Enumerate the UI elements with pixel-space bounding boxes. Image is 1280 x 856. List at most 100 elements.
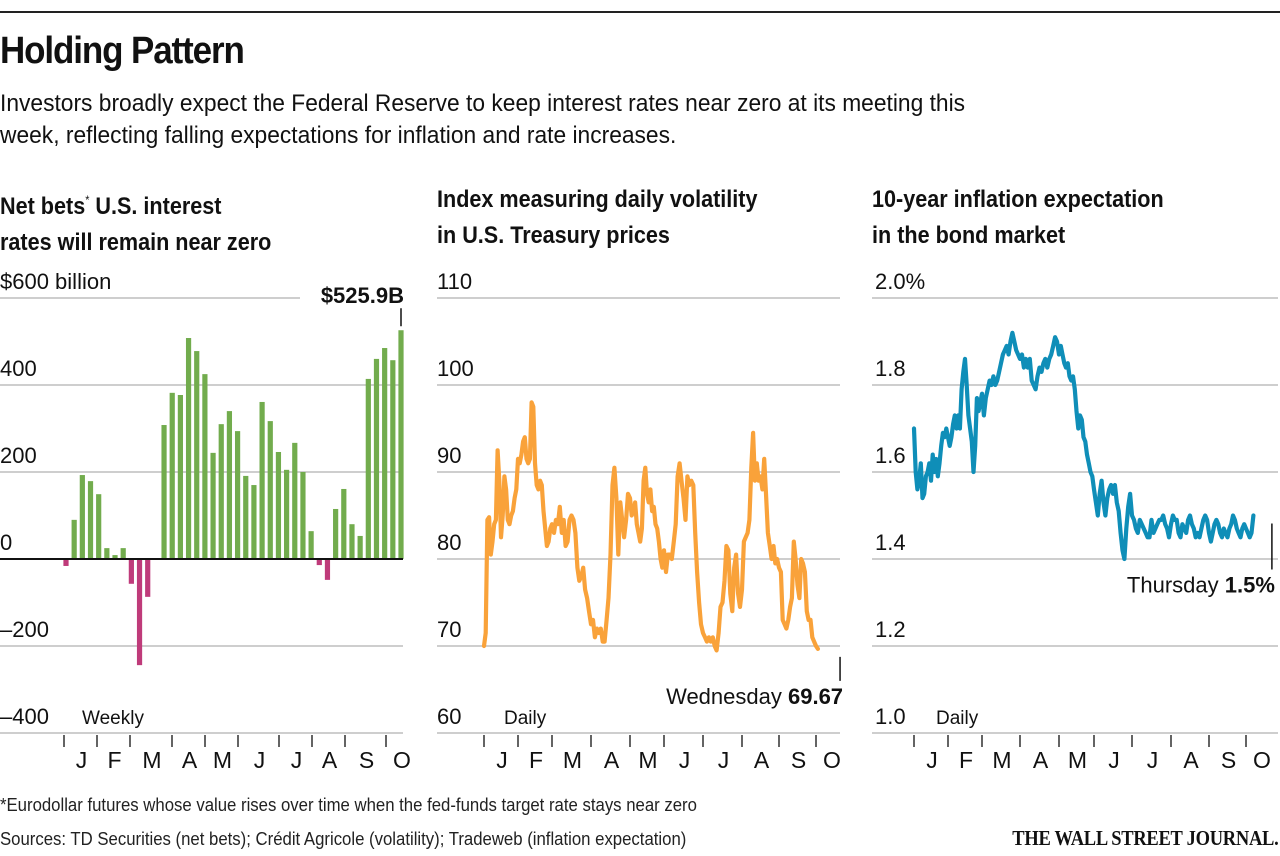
chart2-title-line1: Index measuring daily volatility — [437, 186, 758, 213]
x-tick-label: J — [718, 747, 730, 773]
sources-note: Sources: TD Securities (net bets); Crédi… — [0, 829, 687, 849]
x-tick-label: A — [1183, 747, 1199, 773]
x-tick-label: O — [823, 747, 841, 773]
y-tick-label: 0 — [0, 530, 12, 555]
y-tick-label: 90 — [437, 443, 461, 468]
x-tick-label: J — [926, 747, 938, 773]
chart3-title-line1: 10-year inflation expectation — [872, 186, 1164, 213]
positive-bar — [373, 358, 380, 559]
x-tick-label: S — [791, 747, 806, 773]
y-tick-label: 1.2 — [875, 617, 906, 642]
y-tick-label: 1.8 — [875, 356, 906, 381]
negative-bar — [63, 559, 69, 566]
positive-bar — [349, 524, 355, 559]
chart3-title: 10-year inflation expectation in the bon… — [872, 182, 1164, 254]
x-tick-label: J — [291, 747, 303, 773]
annotation-text: Thursday 1.5% — [1127, 573, 1275, 598]
annotation-value: 1.5% — [1225, 573, 1275, 598]
x-tick-label: A — [754, 747, 770, 773]
positive-bar — [79, 475, 85, 559]
x-tick-label: F — [959, 747, 973, 773]
y-tick-label: 60 — [437, 704, 461, 729]
positive-bar — [259, 401, 265, 559]
positive-bar — [218, 424, 224, 559]
x-tick-label: F — [529, 747, 543, 773]
x-tick-label: A — [1033, 747, 1049, 773]
positive-bar — [308, 531, 314, 559]
page-title: Holding Pattern — [0, 30, 245, 72]
positive-bar — [390, 360, 396, 559]
chart3-title-line2: in the bond market — [872, 222, 1066, 249]
page-subtitle: Investors broadly expect the Federal Res… — [0, 90, 966, 149]
positive-bar — [71, 519, 77, 559]
positive-bar — [267, 421, 273, 559]
annotation-label: Wednesday — [666, 684, 788, 709]
x-tick-label: F — [107, 747, 121, 773]
y-tick-label: $600 billion — [0, 269, 111, 294]
x-tick-label: M — [1068, 747, 1087, 773]
y-tick-label: 200 — [0, 443, 37, 468]
y-tick-label: –200 — [0, 617, 49, 642]
y-tick-label: –400 — [0, 704, 49, 729]
chart2-title-line2: in U.S. Treasury prices — [437, 222, 670, 249]
positive-bar — [292, 442, 298, 559]
positive-bar — [341, 488, 347, 559]
positive-bar — [251, 485, 257, 559]
annotation-value: $525.9B — [321, 283, 404, 308]
positive-bar — [194, 351, 200, 559]
x-tick-label: J — [76, 747, 88, 773]
negative-bar — [324, 559, 331, 580]
series-line — [911, 330, 1256, 562]
chart1-title-part2: U.S. interest — [89, 193, 222, 220]
x-tick-label: A — [604, 747, 620, 773]
y-tick-label: 80 — [437, 530, 461, 555]
negative-bar — [136, 559, 143, 666]
positive-bar — [112, 555, 118, 559]
chart1-title-part1: Net bets — [0, 193, 86, 220]
negative-bar — [128, 559, 134, 584]
positive-bar — [275, 451, 282, 559]
x-tick-label: J — [1108, 747, 1120, 773]
y-tick-label: 100 — [437, 356, 474, 381]
positive-bar — [243, 475, 249, 559]
x-tick-label: M — [638, 747, 657, 773]
x-tick-label: M — [142, 747, 161, 773]
positive-bar — [226, 411, 233, 559]
positive-bar — [104, 548, 110, 559]
positive-bar — [185, 338, 192, 559]
annotation-label: Thursday — [1127, 573, 1225, 598]
x-tick-label: A — [182, 747, 198, 773]
positive-bar — [161, 425, 167, 559]
negative-bar — [316, 559, 322, 566]
frequency-label: Daily — [504, 708, 547, 729]
negative-bar — [145, 559, 151, 597]
y-tick-label: 70 — [437, 617, 461, 642]
positive-bar — [333, 508, 339, 559]
positive-bar — [96, 494, 102, 559]
positive-bar — [120, 548, 126, 559]
x-tick-label: S — [359, 747, 374, 773]
chart2-title: Index measuring daily volatility in U.S.… — [437, 182, 757, 254]
positive-bar — [177, 395, 183, 559]
y-tick-label: 110 — [437, 269, 472, 294]
y-tick-label: 1.6 — [875, 443, 906, 468]
x-tick-label: J — [254, 747, 266, 773]
x-tick-label: M — [563, 747, 582, 773]
wsj-logo: THE WALL STREET JOURNAL. — [1011, 826, 1278, 850]
y-tick-label: 2.0% — [875, 269, 925, 294]
positive-bar — [300, 472, 306, 559]
positive-bar — [382, 348, 388, 559]
x-tick-label: S — [1221, 747, 1236, 773]
x-tick-label: J — [679, 747, 691, 773]
y-tick-label: 1.0 — [875, 704, 906, 729]
positive-bar — [234, 431, 241, 559]
x-tick-label: M — [213, 747, 232, 773]
positive-bar — [87, 481, 94, 559]
y-tick-label: 1.4 — [875, 530, 906, 555]
frequency-label: Daily — [936, 708, 979, 729]
positive-bar — [357, 535, 363, 559]
